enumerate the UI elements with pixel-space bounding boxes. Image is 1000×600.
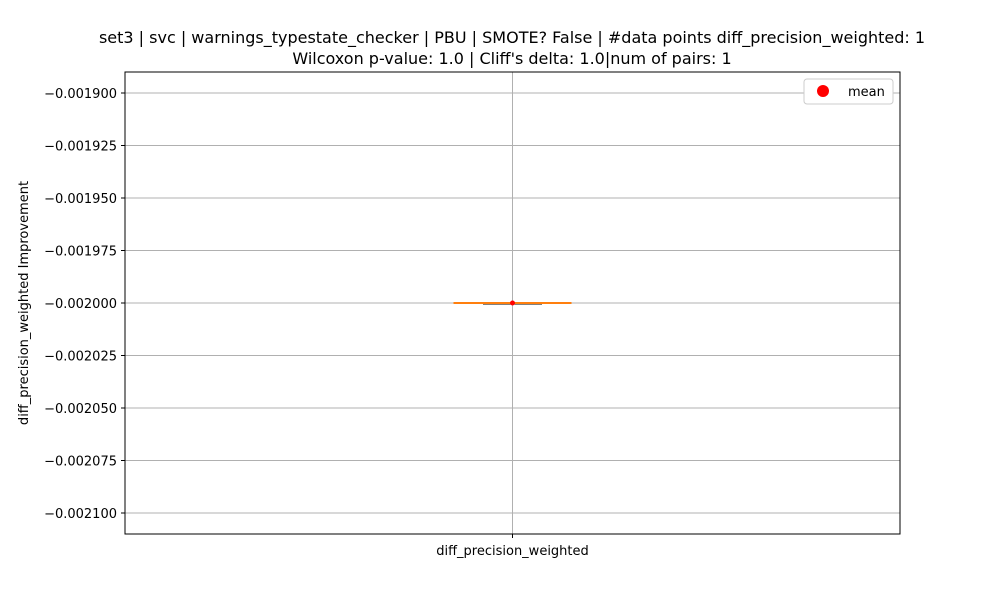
y-tick-label: −0.001950 — [44, 192, 117, 207]
y-tick-label: −0.002100 — [44, 507, 117, 522]
box-layer — [453, 300, 572, 306]
y-tick-label: −0.002050 — [44, 402, 117, 417]
y-tick-label: −0.002025 — [44, 350, 117, 365]
y-tick-label: −0.001925 — [44, 140, 117, 155]
chart-title-line2: Wilcoxon p-value: 1.0 | Cliff's delta: 1… — [292, 49, 731, 68]
chart-title-line1: set3 | svc | warnings_typestate_checker … — [99, 28, 925, 48]
legend-mean-marker — [817, 85, 829, 97]
legend: mean — [803, 78, 894, 105]
y-axis-label: diff_precision_weighted Improvement — [17, 181, 32, 425]
y-tick-label: −0.001975 — [44, 245, 117, 260]
y-tick-label: −0.001900 — [44, 87, 117, 102]
x-axis-ticks: diff_precision_weighted — [436, 534, 589, 559]
plot-area-frame — [124, 71, 901, 535]
y-axis-ticks: −0.001900 −0.001925 −0.001950 −0.001975 −0.0… — [44, 87, 125, 522]
mean-marker — [510, 300, 515, 306]
x-tick-label: diff_precision_weighted — [436, 544, 589, 559]
legend-mean-label: mean — [848, 85, 885, 100]
legend-box — [803, 78, 894, 105]
y-tick-label: −0.002075 — [44, 455, 117, 470]
y-tick-label: −0.002000 — [44, 297, 117, 312]
